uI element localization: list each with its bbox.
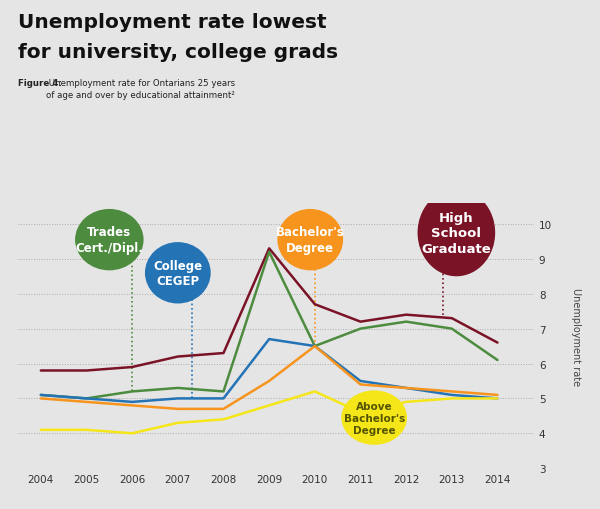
Text: Figure 4:: Figure 4: [18,79,62,88]
Text: Bachelor's
Degree: Bachelor's Degree [276,226,344,254]
Text: Unemployment rate lowest: Unemployment rate lowest [18,13,326,32]
Ellipse shape [145,243,211,304]
Ellipse shape [418,190,495,277]
Text: Unemployment rate for Ontarians 25 years
of age and over by educational attainme: Unemployment rate for Ontarians 25 years… [46,79,235,100]
Text: Above
Bachelor's
Degree: Above Bachelor's Degree [344,401,405,435]
Text: Trades
Cert./Dipl.: Trades Cert./Dipl. [76,226,143,254]
Ellipse shape [341,390,407,445]
Text: College
CEGEP: College CEGEP [153,259,202,288]
Ellipse shape [75,210,143,271]
Text: High
School
Graduate: High School Graduate [421,211,491,255]
Ellipse shape [277,210,343,271]
Text: for university, college grads: for university, college grads [18,43,338,62]
Y-axis label: Unemployment rate: Unemployment rate [571,287,581,385]
